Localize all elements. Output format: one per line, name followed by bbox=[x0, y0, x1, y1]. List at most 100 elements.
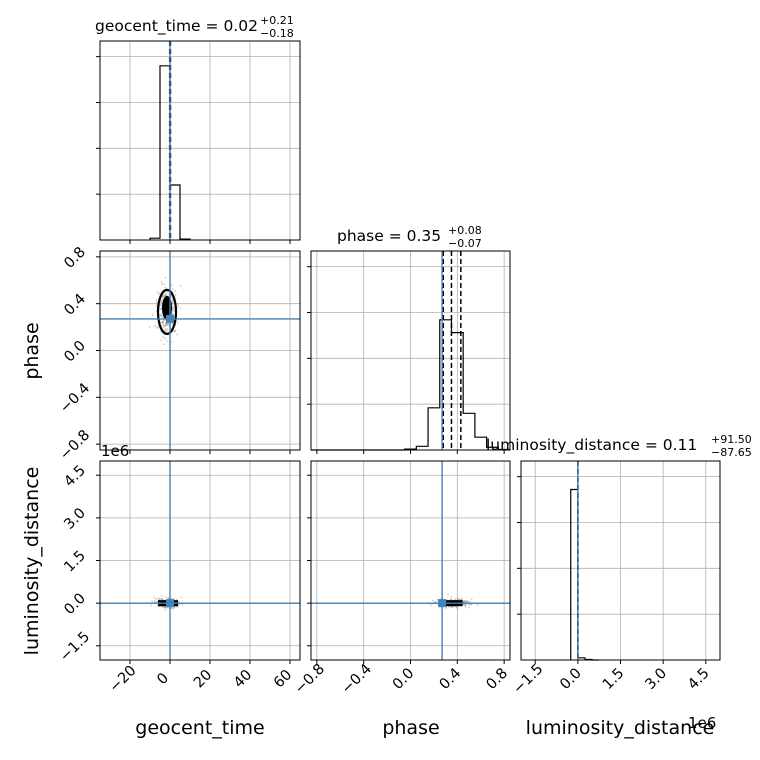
title-luminosity-distance-plus: +91.50 bbox=[711, 433, 752, 446]
x-tick-label: 4.5 bbox=[685, 665, 713, 693]
density-contour-outer bbox=[156, 288, 178, 335]
sample-point bbox=[165, 606, 168, 609]
sample-point bbox=[160, 594, 163, 597]
x-tick-label: 60 bbox=[271, 667, 295, 691]
title-phase-plus: +0.08 bbox=[448, 224, 482, 237]
sample-point bbox=[170, 295, 173, 298]
sample-point bbox=[157, 326, 159, 329]
xlabel-luminosity-distance: luminosity_distance bbox=[526, 717, 715, 739]
sample-point bbox=[171, 313, 174, 316]
panel-frame bbox=[99, 40, 301, 241]
sample-point bbox=[150, 604, 152, 607]
xlabel-geocent-time: geocent_time bbox=[135, 717, 264, 739]
sample-point bbox=[162, 294, 165, 297]
sample-point bbox=[165, 327, 168, 330]
sample-point bbox=[164, 292, 166, 295]
sample-point bbox=[162, 325, 165, 328]
sample-point bbox=[162, 336, 165, 338]
y-tick-label: 0.0 bbox=[61, 591, 89, 619]
sample-point bbox=[166, 322, 169, 325]
title-phase-minus: −0.07 bbox=[448, 237, 482, 250]
sample-point bbox=[164, 286, 167, 289]
sample-point bbox=[171, 303, 174, 306]
sample-point bbox=[434, 600, 437, 603]
y-tick-label: −0.8 bbox=[57, 427, 93, 463]
title-luminosity-distance-minus: −87.65 bbox=[711, 446, 752, 459]
sample-point bbox=[151, 600, 154, 603]
y-tick-label: −0.4 bbox=[57, 380, 93, 416]
sample-point bbox=[153, 596, 156, 599]
sample-point bbox=[430, 604, 433, 607]
sample-point bbox=[155, 304, 158, 306]
sample-point bbox=[180, 596, 183, 599]
sample-point bbox=[160, 308, 163, 311]
sample-point bbox=[164, 329, 166, 331]
sample-point bbox=[476, 603, 479, 606]
y-tick-label: 0.0 bbox=[61, 338, 89, 366]
x-tick-label: 1.5 bbox=[600, 665, 628, 693]
title-geocent-time-minus: −0.18 bbox=[260, 27, 294, 40]
sample-point bbox=[158, 292, 161, 295]
sample-point bbox=[165, 293, 167, 296]
sample-point bbox=[160, 598, 163, 601]
y-tick-label: −1.5 bbox=[57, 629, 93, 665]
sample-point bbox=[454, 597, 457, 600]
x-tick-label: 0.0 bbox=[557, 665, 585, 693]
sample-point bbox=[153, 600, 156, 602]
sample-point bbox=[164, 609, 167, 612]
panel-frame bbox=[310, 460, 511, 661]
panel-frame bbox=[520, 460, 721, 661]
sample-point bbox=[164, 337, 167, 340]
sample-point bbox=[160, 339, 163, 342]
x-tick-label: 0.8 bbox=[484, 665, 512, 693]
sample-point bbox=[151, 314, 154, 316]
sample-point bbox=[176, 321, 179, 324]
x-tick-label: 0.4 bbox=[437, 665, 465, 693]
sample-point bbox=[463, 600, 466, 602]
sample-point bbox=[159, 314, 162, 317]
title-geocent-time: geocent_time = 0.02 bbox=[95, 17, 258, 36]
sample-point bbox=[155, 299, 158, 302]
sample-point bbox=[176, 333, 179, 336]
sample-point bbox=[181, 603, 184, 606]
sample-point bbox=[179, 285, 182, 287]
sample-point bbox=[467, 606, 470, 609]
sample-point bbox=[161, 296, 164, 299]
offset-text-x: 1e6 bbox=[688, 714, 716, 732]
sample-point bbox=[160, 283, 163, 286]
sample-point bbox=[160, 301, 163, 304]
truth-marker bbox=[438, 599, 447, 608]
offset-text-y: 1e6 bbox=[101, 442, 129, 460]
sample-point bbox=[171, 309, 174, 312]
sample-point bbox=[461, 598, 463, 600]
ylabel-phase: phase bbox=[21, 322, 43, 379]
ylabel-luminosity-distance: luminosity_distance bbox=[21, 467, 43, 656]
sample-point bbox=[164, 276, 167, 279]
sample-point bbox=[171, 287, 174, 290]
sample-point bbox=[171, 299, 174, 302]
y-tick-label: 3.0 bbox=[61, 505, 89, 533]
y-tick-label: 0.4 bbox=[61, 291, 89, 319]
sample-point bbox=[173, 330, 176, 333]
sample-point bbox=[447, 593, 449, 596]
x-tick-label: −1.5 bbox=[510, 661, 546, 697]
sample-point bbox=[163, 283, 165, 286]
sample-point bbox=[436, 599, 439, 601]
y-tick-label: 1.5 bbox=[61, 548, 89, 576]
x-tick-label: −20 bbox=[107, 663, 140, 696]
sample-point bbox=[166, 291, 168, 294]
sample-point bbox=[166, 329, 169, 331]
sample-point bbox=[165, 340, 168, 343]
x-tick-label: 0 bbox=[154, 670, 172, 688]
x-tick-label: 0.0 bbox=[390, 665, 418, 693]
sample-point bbox=[162, 320, 165, 323]
sample-point bbox=[164, 596, 167, 599]
sample-point bbox=[155, 301, 158, 304]
sample-point bbox=[171, 307, 174, 310]
sample-point bbox=[468, 600, 471, 603]
y-tick-label: 4.5 bbox=[61, 463, 89, 491]
sample-point bbox=[177, 305, 180, 308]
panel-frame bbox=[99, 250, 301, 451]
title-luminosity-distance: luminosity_distance = 0.11 bbox=[486, 436, 697, 455]
